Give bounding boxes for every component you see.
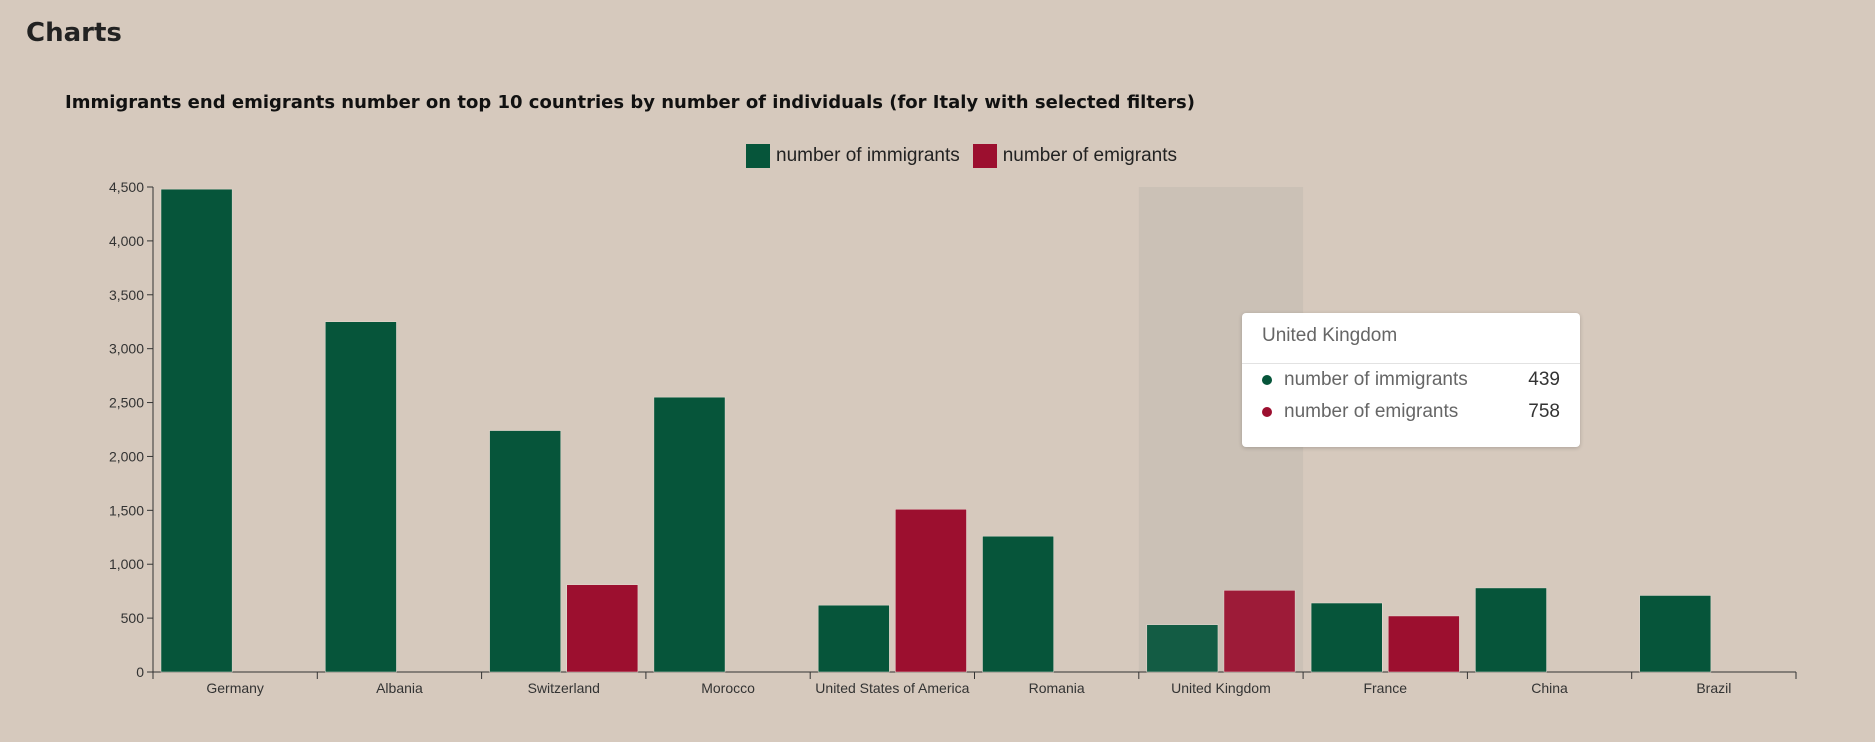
legend-swatch-immigrants — [746, 144, 770, 168]
tooltip-value-emigrants: 758 — [1528, 401, 1560, 422]
chart-legend: number of immigrants number of emigrants — [746, 144, 1190, 168]
y-tick-label: 1,000 — [109, 556, 144, 572]
bar-number-of-emigrants-france — [1388, 615, 1460, 673]
tooltip-value-immigrants: 439 — [1528, 369, 1560, 390]
bar-number-of-immigrants-albania — [325, 321, 397, 673]
x-tick-label-brazil: Brazil — [1696, 680, 1731, 696]
legend-item-immigrants[interactable]: number of immigrants — [746, 144, 960, 168]
y-tick-label: 4,500 — [109, 179, 144, 195]
y-tick-label: 2,500 — [109, 395, 144, 411]
x-tick-label-france: France — [1363, 680, 1407, 696]
tooltip-row-emigrants: number of emigrants 758 — [1242, 396, 1580, 428]
bar-number-of-immigrants-united-kingdom — [1146, 624, 1219, 673]
tooltip-dot-emigrants — [1262, 407, 1272, 417]
tooltip-row-immigrants: number of immigrants 439 — [1242, 364, 1580, 396]
bar-number-of-immigrants-romania — [982, 535, 1054, 673]
x-tick-label-united-states-of-america: United States of America — [815, 680, 969, 696]
bar-number-of-emigrants-united-states-of-america — [895, 509, 967, 673]
y-tick-label: 2,000 — [109, 448, 144, 464]
tooltip-label-immigrants: number of immigrants — [1284, 369, 1468, 390]
x-tick-label-united-kingdom: United Kingdom — [1171, 680, 1271, 696]
y-tick-label: 500 — [121, 610, 145, 626]
chart-tooltip: United Kingdom number of immigrants 439 … — [1242, 313, 1580, 447]
bar-number-of-immigrants-china — [1475, 587, 1547, 673]
legend-swatch-emigrants — [972, 144, 997, 168]
legend-label-immigrants: number of immigrants — [776, 145, 960, 166]
bar-number-of-immigrants-france — [1310, 602, 1383, 673]
bar-number-of-immigrants-germany — [160, 188, 233, 673]
legend-label-emigrants: number of emigrants — [1002, 145, 1177, 166]
y-tick-label: 1,500 — [109, 502, 144, 518]
legend-item-emigrants[interactable]: number of emigrants — [972, 144, 1177, 168]
x-tick-label-morocco: Morocco — [701, 680, 755, 696]
x-tick-label-germany: Germany — [206, 680, 264, 696]
bar-number-of-immigrants-switzerland — [489, 430, 562, 673]
x-tick-label-romania: Romania — [1029, 680, 1085, 696]
tooltip-label-emigrants: number of emigrants — [1284, 401, 1459, 422]
bar-number-of-emigrants-united-kingdom — [1223, 590, 1296, 673]
y-tick-label: 4,000 — [109, 233, 144, 249]
x-tick-label-switzerland: Switzerland — [528, 680, 600, 696]
bar-number-of-emigrants-switzerland — [566, 584, 639, 673]
y-tick-label: 3,500 — [109, 287, 144, 303]
chart-title: Immigrants end emigrants number on top 1… — [65, 92, 1195, 113]
y-tick-label: 0 — [136, 664, 144, 680]
bar-number-of-immigrants-brazil — [1639, 595, 1712, 673]
tooltip-title: United Kingdom — [1242, 313, 1580, 364]
page-title: Charts — [26, 18, 122, 48]
x-tick-label-albania: Albania — [376, 680, 423, 696]
tooltip-dot-immigrants — [1262, 375, 1272, 385]
bar-number-of-immigrants-united-states-of-america — [817, 604, 890, 673]
y-tick-label: 3,000 — [109, 341, 144, 357]
x-tick-label-china: China — [1531, 680, 1568, 696]
bar-number-of-immigrants-morocco — [653, 396, 726, 673]
